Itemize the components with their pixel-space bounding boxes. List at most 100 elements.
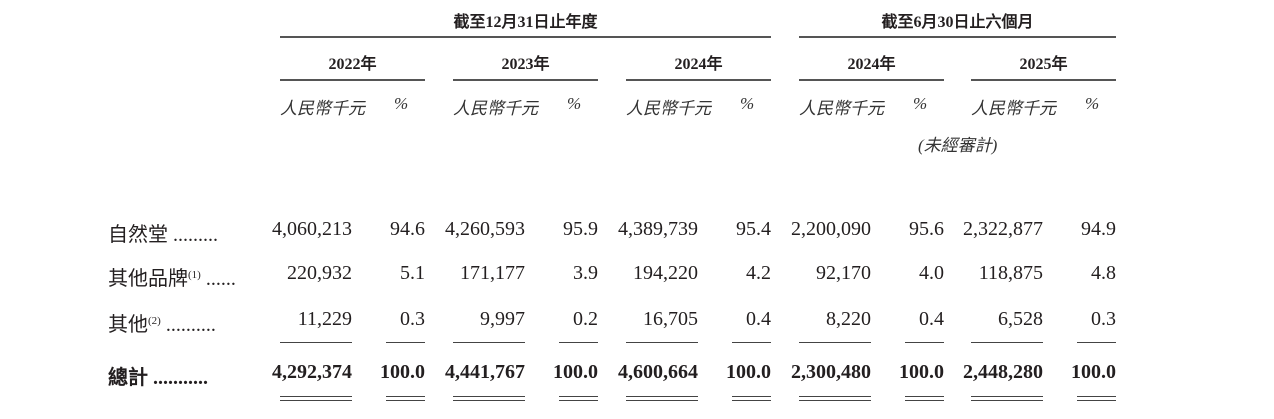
percent-cell: 0.3 (400, 308, 425, 330)
amount-cell: 6,528 (998, 308, 1043, 330)
subtotal-rule (971, 342, 1043, 343)
amount-cell: 4,600,664 (618, 361, 698, 383)
period-header: 2024年 (847, 56, 896, 73)
period-rule (626, 79, 771, 81)
subtotal-rule (626, 342, 698, 343)
leader-dots: ...... (200, 268, 236, 290)
footnote-ref: (1) (188, 269, 201, 281)
percent-cell: 95.6 (909, 218, 944, 240)
total-double-rule (626, 400, 698, 401)
period-rule (799, 79, 944, 81)
amount-cell: 220,932 (287, 262, 352, 284)
period-rule (971, 79, 1116, 81)
unit-amount: 人民幣千元 (280, 99, 365, 118)
unit-amount: 人民幣千元 (453, 99, 538, 118)
percent-cell: 0.4 (919, 308, 944, 330)
subtotal-rule (1077, 342, 1116, 343)
row-label: 總計 ........... (108, 361, 208, 390)
subtotal-rule (559, 342, 598, 343)
unit-percent: % (740, 94, 755, 113)
percent-cell: 100.0 (1071, 361, 1116, 383)
unit-percent: % (1085, 94, 1100, 113)
unit-percent: % (567, 94, 582, 113)
subtotal-rule (453, 342, 525, 343)
amount-cell: 92,170 (816, 262, 871, 284)
period-rule (453, 79, 598, 81)
period-rule (280, 79, 425, 81)
row-label-text: 其他 (108, 314, 148, 336)
period-header: 2024年 (674, 56, 723, 73)
unit-percent: % (913, 94, 928, 113)
total-double-rule (732, 396, 771, 397)
percent-cell: 100.0 (553, 361, 598, 383)
total-double-rule (905, 396, 944, 397)
total-double-rule (1077, 400, 1116, 401)
percent-cell: 5.1 (400, 262, 425, 284)
subtotal-rule (386, 342, 425, 343)
subtotal-rule (280, 342, 352, 343)
amount-cell: 11,229 (297, 308, 352, 330)
row-label: 其他品牌(1) ...... (108, 262, 236, 291)
total-double-rule (971, 396, 1043, 397)
amount-cell: 8,220 (826, 308, 871, 330)
total-double-rule (732, 400, 771, 401)
percent-cell: 100.0 (899, 361, 944, 383)
amount-cell: 4,389,739 (618, 218, 698, 240)
leader-dots: ......... (168, 224, 218, 246)
percent-cell: 94.6 (390, 218, 425, 240)
total-double-rule (559, 400, 598, 401)
percent-cell: 4.8 (1091, 262, 1116, 284)
period-header: 2023年 (501, 56, 550, 73)
total-double-rule (386, 400, 425, 401)
group-header-six-months: 截至6月30日止六個月 (881, 14, 1034, 31)
percent-cell: 95.9 (563, 218, 598, 240)
total-double-rule (453, 400, 525, 401)
amount-cell: 2,448,280 (963, 361, 1043, 383)
row-label: 其他(2) .......... (108, 308, 216, 337)
percent-cell: 100.0 (380, 361, 425, 383)
unit-amount: 人民幣千元 (971, 99, 1056, 118)
row-label-text: 總計 (108, 367, 148, 389)
group-rule (280, 36, 771, 38)
unit-amount: 人民幣千元 (626, 99, 711, 118)
percent-cell: 4.0 (919, 262, 944, 284)
total-double-rule (799, 396, 871, 397)
subtotal-rule (799, 342, 871, 343)
percent-cell: 0.4 (746, 308, 771, 330)
amount-cell: 2,322,877 (963, 218, 1043, 240)
total-double-rule (799, 400, 871, 401)
amount-cell: 4,292,374 (272, 361, 352, 383)
amount-cell: 4,260,593 (445, 218, 525, 240)
percent-cell: 0.3 (1091, 308, 1116, 330)
leader-dots: ........... (148, 367, 208, 389)
row-label-text: 自然堂 (108, 224, 168, 246)
amount-cell: 118,875 (978, 262, 1043, 284)
unit-percent: % (394, 94, 409, 113)
total-double-rule (1077, 396, 1116, 397)
amount-cell: 171,177 (460, 262, 525, 284)
amount-cell: 9,997 (480, 308, 525, 330)
total-double-rule (386, 396, 425, 397)
unaudited-note: (未經審計) (918, 136, 998, 155)
subtotal-rule (905, 342, 944, 343)
group-header-fiscal-year: 截至12月31日止年度 (453, 14, 598, 31)
row-label: 自然堂 ......... (108, 218, 218, 247)
total-double-rule (905, 400, 944, 401)
total-double-rule (971, 400, 1043, 401)
percent-cell: 0.2 (573, 308, 598, 330)
total-double-rule (453, 396, 525, 397)
percent-cell: 100.0 (726, 361, 771, 383)
total-double-rule (280, 400, 352, 401)
total-double-rule (626, 396, 698, 397)
total-double-rule (559, 396, 598, 397)
total-double-rule (280, 396, 352, 397)
percent-cell: 4.2 (746, 262, 771, 284)
amount-cell: 16,705 (643, 308, 698, 330)
amount-cell: 2,300,480 (791, 361, 871, 383)
amount-cell: 2,200,090 (791, 218, 871, 240)
period-header: 2022年 (328, 56, 377, 73)
row-label-text: 其他品牌 (108, 268, 188, 290)
unit-amount: 人民幣千元 (799, 99, 884, 118)
group-rule (799, 36, 1116, 38)
